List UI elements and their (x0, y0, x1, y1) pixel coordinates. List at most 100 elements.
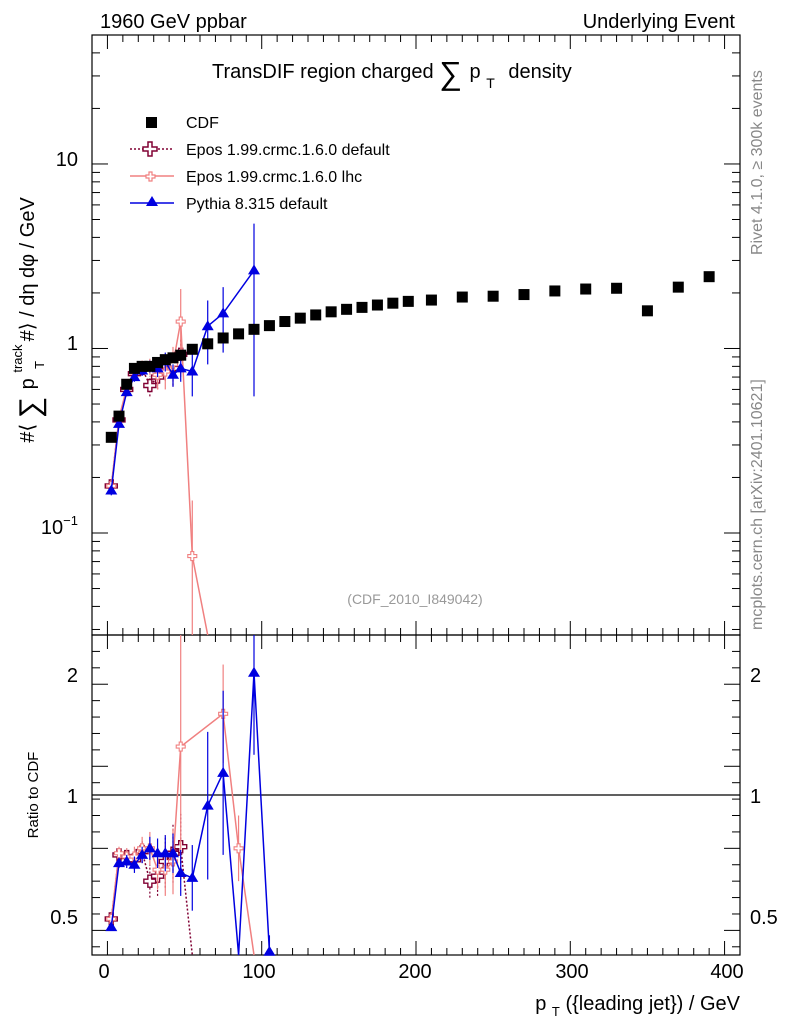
ratio-tick-2-left: 2 (67, 665, 78, 687)
main-point-pythia-8-315-default (174, 362, 187, 373)
mcplots-label: mcplots.cern.ch [arXiv:2401.10621] (749, 379, 766, 630)
ratio-tick-2-right: 2 (750, 665, 761, 687)
ratio-point-pythia-8-315-default (217, 766, 230, 777)
ratio-y-axis-label: Ratio to CDF (25, 752, 42, 839)
title-post: density (508, 61, 571, 83)
ratio-line-pythia-8-315-default (110, 672, 271, 956)
xlabel-sub: T (552, 1004, 560, 1019)
ylabel-sup: track (10, 344, 25, 373)
xlabel-post: ({leading jet}) / GeV (565, 993, 740, 1015)
main-point-pythia-8-315-default (105, 484, 118, 495)
svg-text:#⟨ ∑ p track: #⟨ ∑ p track T #⟩ / dη dφ / GeV (5, 197, 49, 443)
main-y-axis-label: #⟨ ∑ p track T #⟩ / dη dφ / GeV (5, 197, 49, 443)
main-point-cdf (371, 299, 383, 311)
main-point-cdf (341, 303, 353, 315)
main-point-epos-1-99-crmc-1-6-0-lhc (187, 550, 198, 562)
x-tick-300: 300 (555, 961, 588, 983)
main-point-pythia-8-315-default (128, 371, 141, 382)
main-plot-series (104, 223, 715, 636)
main-point-cdf (263, 320, 275, 332)
main-point-cdf (175, 349, 187, 361)
main-point-cdf (167, 352, 179, 364)
ratio-tick-0.5-left: 0.5 (50, 907, 78, 929)
main-point-cdf (186, 343, 198, 355)
main-point-cdf (672, 281, 684, 293)
header-left: 1960 GeV ppbar (100, 11, 247, 33)
main-point-cdf (487, 290, 499, 302)
main-point-cdf (549, 285, 561, 297)
main-point-cdf (356, 301, 368, 313)
main-point-cdf (611, 282, 623, 294)
header-right: Underlying Event (583, 11, 736, 33)
main-point-pythia-8-315-default (167, 368, 179, 379)
ratio-point-pythia-8-315-default (263, 945, 276, 956)
analysis-tag: (CDF_2010_I849042) (347, 591, 482, 607)
ratio-point-epos-1-99-crmc-1-6-0-lhc (233, 843, 244, 854)
y-tick-label-10: 10 (56, 149, 78, 171)
x-axis-label: p T ({leading jet}) / GeV (535, 993, 740, 1021)
main-point-cdf (641, 305, 653, 317)
main-point-cdf (703, 271, 715, 283)
xlabel-p: p (535, 993, 546, 1015)
ratio-point-pythia-8-315-default (136, 848, 149, 859)
ratio-point-epos-1-99-crmc-1-6-0-lhc (113, 848, 125, 859)
x-tick-0: 0 (98, 961, 109, 983)
x-tick-400: 400 (710, 961, 743, 983)
legend-marker-epos-default (142, 141, 158, 157)
main-point-pythia-8-315-default (201, 320, 214, 331)
tick-marks (92, 34, 740, 955)
ratio-point-pythia-8-315-default (167, 847, 179, 858)
legend-marker-cdf (146, 117, 157, 128)
ratio-point-pythia-8-315-default (128, 858, 141, 869)
main-point-pythia-8-315-default (113, 417, 125, 428)
legend-label-epos-lhc: Epos 1.99.crmc.1.6.0 lhc (186, 169, 362, 186)
main-point-cdf (217, 332, 229, 344)
rivet-label: Rivet 4.1.0, ≥ 300k events (749, 70, 766, 255)
main-point-cdf (152, 356, 164, 368)
legend-label-epos-default: Epos 1.99.crmc.1.6.0 default (186, 142, 390, 159)
ratio-tick-1-right: 1 (750, 786, 761, 808)
ylabel-prefix: #⟨ (17, 424, 39, 443)
main-point-cdf (310, 309, 322, 321)
title-p: p (470, 61, 481, 83)
legend-label-cdf: CDF (186, 115, 219, 132)
main-point-pythia-8-315-default (248, 264, 260, 275)
ratio-point-pythia-8-315-default (120, 855, 133, 866)
main-point-cdf (518, 289, 530, 301)
main-point-cdf (248, 323, 260, 335)
title-sub: T (486, 75, 495, 91)
main-point-cdf (159, 354, 171, 366)
main-point-epos-1-99-crmc-1-6-0-default (143, 378, 157, 393)
title-prefix: TransDIF region charged (212, 61, 434, 83)
y-tick-label-0.1: 10−1 (41, 513, 78, 539)
main-point-cdf (387, 297, 399, 309)
x-tick-200: 200 (398, 961, 431, 983)
main-point-cdf (113, 410, 125, 422)
title-sigma: ∑ (439, 55, 462, 91)
main-point-cdf (233, 328, 245, 340)
main-point-cdf (279, 316, 291, 328)
ratio-point-epos-1-99-crmc-1-6-0-lhc (152, 864, 163, 875)
x-tick-100: 100 (242, 961, 275, 983)
legend-label-pythia: Pythia 8.315 default (186, 196, 328, 213)
ratio-plot-series (104, 635, 276, 956)
main-point-epos-1-99-crmc-1-6-0-lhc (175, 316, 186, 327)
main-point-cdf (402, 295, 414, 307)
legend-marker-pythia (146, 196, 158, 206)
ratio-point-epos-1-99-crmc-1-6-0-default (143, 874, 157, 888)
main-title: TransDIF region charged ∑ p T density (212, 55, 572, 93)
main-y-ticks: 10−1 1 10 (41, 149, 78, 539)
ratio-point-pythia-8-315-default (174, 866, 187, 877)
main-point-cdf (105, 431, 117, 443)
ratio-point-pythia-8-315-default (186, 871, 199, 882)
ratio-point-pythia-8-315-default (143, 842, 156, 853)
ylabel-post: #⟩ / dη dφ / GeV (17, 197, 39, 342)
x-ticks: 0 100 200 300 400 (98, 961, 743, 983)
main-point-pythia-8-315-default (186, 365, 199, 376)
ratio-point-epos-1-99-crmc-1-6-0-lhc (129, 851, 140, 862)
main-point-cdf (128, 362, 140, 374)
main-point-cdf (121, 378, 133, 390)
ylabel-sub: T (32, 361, 47, 369)
ratio-point-pythia-8-315-default (159, 847, 172, 858)
